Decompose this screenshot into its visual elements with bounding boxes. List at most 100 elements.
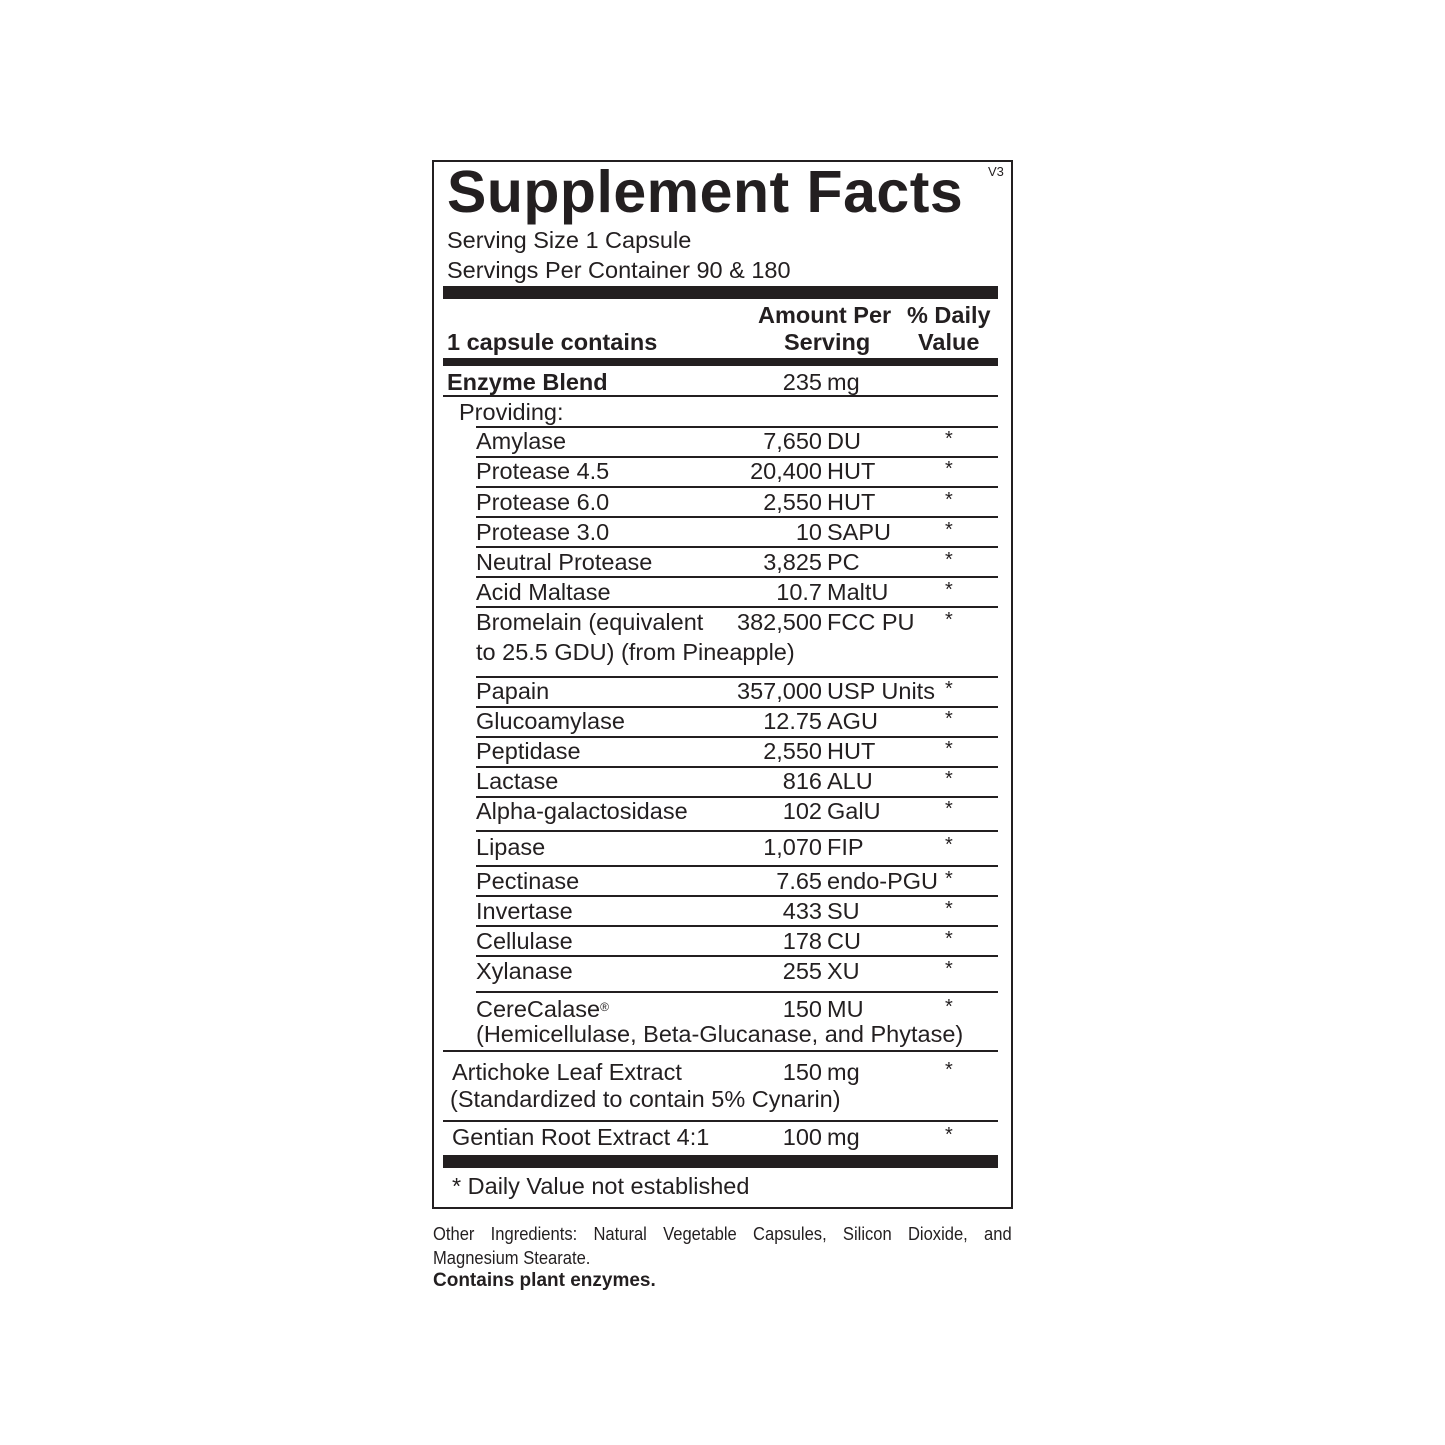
row-divider (476, 456, 998, 458)
header-divider (443, 358, 998, 366)
ingredient-name: Papain (476, 678, 550, 704)
ingredient-name: Protease 3.0 (476, 519, 610, 545)
ingredient-amount: 7.65 (776, 868, 822, 894)
row-divider (476, 516, 998, 518)
panel-title: Supplement Facts (447, 159, 964, 225)
row-divider (476, 546, 998, 548)
ingredient-unit: mg (827, 1059, 860, 1085)
daily-value: * (945, 489, 953, 511)
daily-value: * (945, 798, 953, 820)
ingredient-name-continued: to 25.5 GDU) (from Pineapple) (476, 639, 795, 665)
ingredient-name: Pectinase (476, 868, 580, 894)
row-divider (476, 766, 998, 768)
daily-value: * (945, 458, 953, 480)
ingredient-unit: AGU (827, 708, 878, 734)
ingredient-amount: 178 (782, 928, 822, 954)
ingredient-unit: XU (827, 958, 860, 984)
header-dv-1: % Daily (907, 302, 991, 328)
row-divider (476, 796, 998, 798)
ingredient-unit: GalU (827, 798, 881, 824)
ingredient-unit: HUT (827, 489, 876, 515)
daily-value: * (945, 996, 953, 1018)
ingredient-amount: 20,400 (750, 458, 822, 484)
enzyme-blend-unit: mg (827, 369, 860, 395)
ingredient-name: Cellulase (476, 928, 573, 954)
ingredient-amount: 382,500 (737, 609, 822, 635)
ingredient-name: Amylase (476, 428, 567, 454)
daily-value: * (945, 834, 953, 856)
ingredient-amount: 10.7 (776, 579, 822, 605)
ingredient-amount: 3,825 (763, 549, 822, 575)
header-amount-1: Amount Per (758, 302, 892, 328)
ingredient-amount: 816 (782, 768, 822, 794)
daily-value: * (945, 519, 953, 541)
row-divider (476, 925, 998, 927)
daily-value: * (945, 928, 953, 950)
ingredient-unit: HUT (827, 738, 876, 764)
registered-mark: ® (600, 1000, 609, 1014)
daily-value: * (945, 738, 953, 760)
ingredient-amount: 357,000 (737, 678, 822, 704)
providing-label: Providing: (459, 399, 564, 425)
header-dv-2: Value (918, 329, 980, 355)
row-divider (476, 576, 998, 578)
header-amount-2: Serving (784, 329, 871, 355)
ingredient-amount: 255 (782, 958, 822, 984)
ingredient-unit: CU (827, 928, 861, 954)
enzyme-blend-name: Enzyme Blend (447, 369, 608, 395)
ingredient-name: Protease 4.5 (476, 458, 610, 484)
ingredient-amount: 12.75 (763, 708, 822, 734)
ingredient-amount: 10 (795, 519, 822, 545)
bottom-divider (443, 1155, 998, 1168)
row-divider (476, 830, 998, 832)
row-divider (476, 486, 998, 488)
ingredient-name: Acid Maltase (476, 579, 611, 605)
daily-value: * (945, 428, 953, 450)
enzyme-blend-amount: 235 (782, 369, 822, 395)
row-divider (476, 426, 998, 428)
ingredient-unit: PC (827, 549, 860, 575)
daily-value: * (945, 868, 953, 890)
ingredient-amount: 102 (782, 798, 822, 824)
daily-value: * (945, 1059, 953, 1081)
ingredient-amount: 2,550 (763, 738, 822, 764)
row-divider (476, 991, 998, 993)
daily-value: * (945, 708, 953, 730)
ingredient-amount: 1,070 (763, 834, 822, 860)
ingredient-name: Xylanase (476, 958, 573, 984)
ingredient-amount: 433 (782, 898, 822, 924)
ingredient-unit: ALU (827, 768, 873, 794)
ingredient-unit: MaltU (827, 579, 889, 605)
ingredient-unit: DU (827, 428, 861, 454)
ingredient-name-continued: (Hemicellulase, Beta-Glucanase, and Phyt… (476, 1021, 964, 1047)
row-divider (476, 736, 998, 738)
ingredient-unit: FIP (827, 834, 864, 860)
row-divider (476, 676, 998, 678)
row-divider (476, 955, 998, 957)
daily-value: * (945, 579, 953, 601)
serving-size: Serving Size 1 Capsule (447, 227, 692, 253)
ingredient-name: Neutral Protease (476, 549, 653, 575)
daily-value: * (945, 1124, 953, 1146)
other-ingredients: Other Ingredients: Natural Vegetable Cap… (433, 1224, 1012, 1268)
ingredient-amount: 100 (782, 1124, 822, 1150)
daily-value: * (945, 768, 953, 790)
daily-value: * (945, 609, 953, 631)
ingredient-name: Artichoke Leaf Extract (452, 1059, 682, 1085)
ingredient-name: Alpha-galactosidase (476, 798, 688, 824)
ingredient-amount: 150 (782, 1059, 822, 1085)
ingredient-name: CereCalase® (476, 996, 609, 1022)
row-divider (443, 1120, 998, 1122)
header-contains: 1 capsule contains (447, 329, 658, 355)
version-label: V3 (988, 164, 1004, 179)
row-divider (476, 895, 998, 897)
row-divider (443, 395, 998, 397)
ingredient-unit: FCC PU (827, 609, 915, 635)
ingredient-unit: SU (827, 898, 860, 924)
supplement-facts-panel (432, 160, 1013, 1209)
ingredient-name: Glucoamylase (476, 708, 625, 734)
row-divider (476, 606, 998, 608)
ingredient-unit: HUT (827, 458, 876, 484)
ingredient-name: Lactase (476, 768, 559, 794)
ingredient-unit: MU (827, 996, 864, 1022)
